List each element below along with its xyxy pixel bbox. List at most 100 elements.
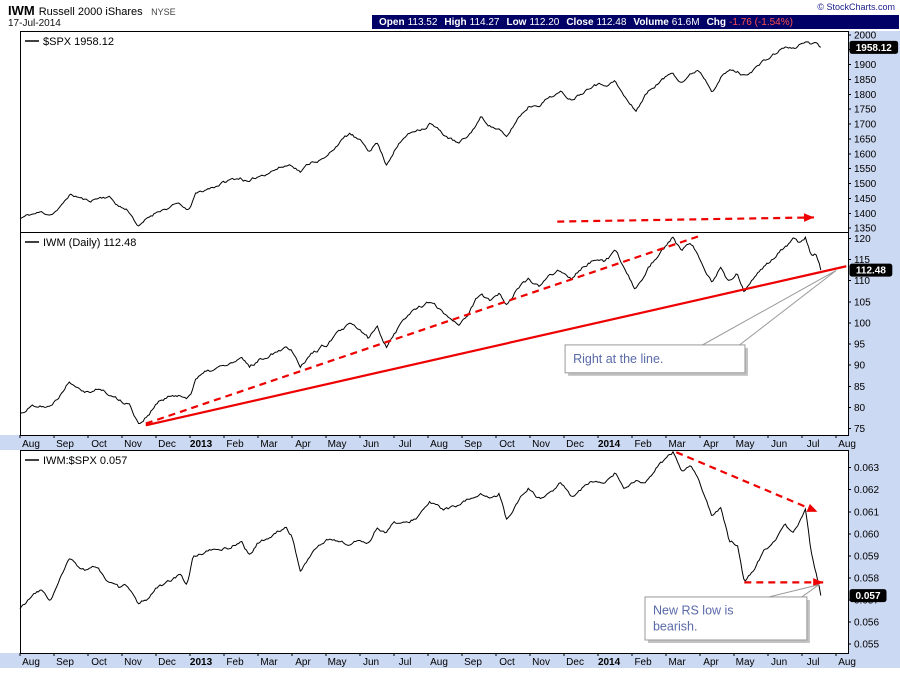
svg-text:75: 75: [854, 424, 866, 435]
svg-text:Nov: Nov: [532, 657, 550, 668]
iwm-plot-area: [20, 232, 849, 436]
svg-text:May: May: [328, 657, 347, 668]
svg-text:Aug: Aug: [430, 439, 448, 450]
iwm-spx-ratio-x-axis: Aug Sep Oct Nov Dec 2013 Feb Mar Apr May Jun Jul Aug…: [19, 653, 856, 668]
iwm-series-line: [19, 235, 822, 425]
spx-plot-area: [20, 31, 849, 233]
chart-title: IWM Russell 2000 iShares NYSE: [8, 2, 176, 20]
svg-text:Aug: Aug: [838, 657, 856, 668]
svg-text:0.056: 0.056: [854, 618, 879, 629]
ticker-symbol: IWM: [8, 3, 35, 18]
svg-text:1350: 1350: [854, 224, 877, 235]
svg-text:1700: 1700: [854, 120, 877, 131]
rs-decline-arrow-head: [806, 503, 818, 512]
rs-decline-arrow: [675, 451, 818, 513]
panel-iwm-spx-ratio: 0.055 0.056 0.057 0.058 0.059 0.060 0.061 0.062…: [19, 450, 887, 668]
svg-text:Aug: Aug: [430, 657, 448, 668]
svg-text:Oct: Oct: [499, 657, 515, 668]
svg-text:Apr: Apr: [703, 657, 719, 668]
svg-text:85: 85: [854, 382, 866, 393]
svg-text:1650: 1650: [854, 134, 877, 145]
svg-text:0.061: 0.061: [854, 507, 879, 518]
svg-text:Mar: Mar: [260, 657, 278, 668]
svg-text:Nov: Nov: [532, 439, 550, 450]
spx-series-line: [19, 41, 822, 227]
iwm-support-trendline: [145, 265, 847, 427]
svg-text:Oct: Oct: [91, 439, 107, 450]
quote-volume: Volume 61.6M: [633, 16, 700, 28]
iwm-y-axis: 75 80 85 90 95 100 105 110 115 120: [848, 234, 871, 435]
svg-text:Jul: Jul: [807, 657, 820, 668]
iwm-spx-ratio-price-tag: [849, 589, 887, 603]
chart-date: 17-Jul-2014: [8, 18, 61, 29]
spx-projection-arrow-head: [803, 213, 814, 222]
svg-text:95: 95: [854, 340, 866, 351]
svg-text:1550: 1550: [854, 164, 877, 175]
svg-text:bearish.: bearish.: [653, 619, 697, 633]
svg-text:Sep: Sep: [56, 439, 74, 450]
svg-text:Aug: Aug: [22, 657, 40, 668]
svg-text:110: 110: [854, 276, 870, 287]
svg-text:80: 80: [854, 403, 866, 414]
security-name: Russell 2000 iShares: [38, 6, 143, 18]
svg-text:May: May: [736, 439, 755, 450]
svg-text:112.48: 112.48: [856, 266, 886, 277]
rs-prior-low-arrow-head: [813, 578, 824, 587]
svg-text:2014: 2014: [598, 657, 621, 668]
chart-header: IWM Russell 2000 iShares NYSE 17-Jul-2014…: [0, 0, 900, 31]
spx-projection-arrow: [557, 216, 815, 223]
svg-text:105: 105: [854, 297, 871, 308]
svg-text:Mar: Mar: [668, 657, 686, 668]
svg-text:Feb: Feb: [226, 439, 244, 450]
svg-text:Aug: Aug: [838, 439, 856, 450]
svg-text:2013: 2013: [190, 657, 213, 668]
svg-text:Mar: Mar: [260, 439, 278, 450]
svg-text:Dec: Dec: [158, 439, 176, 450]
svg-text:May: May: [328, 439, 347, 450]
svg-text:Apr: Apr: [295, 657, 311, 668]
spx-legend: $SPX 1958.12: [25, 36, 114, 48]
svg-text:2014: 2014: [598, 439, 621, 450]
panel-iwm: 75 80 85 90 95 100 105 110 115 120 Right at the li…: [19, 232, 893, 450]
iwm-spx-ratio-series-line: [19, 450, 822, 610]
quote-open: Open 113.52: [379, 16, 438, 28]
iwm-legend: IWM (Daily) 112.48: [25, 237, 136, 249]
iwm-steeper-trendline: [145, 234, 701, 425]
svg-text:Apr: Apr: [703, 439, 719, 450]
svg-text:Mar: Mar: [668, 439, 686, 450]
svg-text:100: 100: [854, 318, 871, 329]
svg-text:May: May: [736, 657, 755, 668]
svg-text:115: 115: [854, 255, 870, 266]
svg-text:2013: 2013: [190, 439, 213, 450]
svg-text:$SPX 1958.12: $SPX 1958.12: [43, 36, 114, 48]
quote-chg: Chg -1.76 (-1.54%): [706, 16, 793, 28]
svg-text:90: 90: [854, 361, 866, 372]
iwm-price-tag: [849, 263, 893, 277]
svg-text:Feb: Feb: [634, 439, 652, 450]
panel-spx: 1350 1400 1450 1500 1550 1600 1650 1700 1750 1800…: [19, 30, 899, 235]
svg-text:1500: 1500: [854, 179, 877, 190]
svg-text:1958.12: 1958.12: [856, 43, 893, 54]
svg-text:Jul: Jul: [807, 439, 820, 450]
svg-text:Dec: Dec: [158, 657, 176, 668]
quote-bar: Open 113.52 High 114.27 Low 112.20 Close 112.48…: [372, 15, 899, 29]
svg-text:Jun: Jun: [363, 657, 379, 668]
svg-text:Feb: Feb: [634, 657, 652, 668]
svg-text:0.057: 0.057: [855, 591, 880, 602]
svg-text:Sep: Sep: [464, 439, 482, 450]
y-axis-gutter: [848, 31, 900, 668]
iwm-spx-ratio-legend: IWM:$SPX 0.057: [25, 455, 127, 467]
svg-text:Aug: Aug: [22, 439, 40, 450]
svg-text:0.059: 0.059: [854, 551, 879, 562]
iwm-spx-ratio-x-axis-strip: [0, 653, 900, 668]
svg-text:0.063: 0.063: [854, 463, 879, 474]
svg-text:1450: 1450: [854, 194, 877, 205]
exchange-label: NYSE: [151, 7, 176, 17]
svg-text:Jul: Jul: [399, 657, 412, 668]
svg-text:Jun: Jun: [363, 439, 379, 450]
svg-text:Oct: Oct: [91, 657, 107, 668]
svg-text:IWM (Daily) 112.48: IWM (Daily) 112.48: [43, 237, 136, 249]
svg-text:120: 120: [854, 234, 871, 245]
